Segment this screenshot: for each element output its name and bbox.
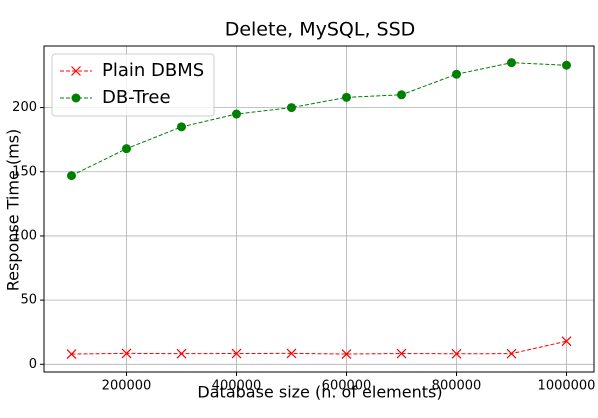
y-tick-label: 100 [12, 228, 37, 243]
marker [71, 66, 81, 76]
marker [506, 348, 517, 359]
plot-frame [43, 45, 595, 373]
legend-label: Plain DBMS [102, 60, 204, 81]
marker [231, 348, 242, 359]
marker [342, 92, 351, 102]
legend-box [51, 53, 215, 117]
marker [341, 349, 352, 359]
y-tick-label: 0 [29, 357, 37, 372]
y-tick-label: 150 [12, 164, 37, 179]
x-tick-label: 400000 [212, 379, 262, 394]
marker [286, 348, 297, 359]
marker [562, 60, 571, 70]
marker [507, 58, 516, 68]
x-tick-label: 1000000 [538, 379, 596, 394]
marker [397, 90, 406, 100]
marker [66, 349, 77, 359]
marker [396, 348, 407, 359]
marker [287, 103, 296, 113]
x-tick-label: 200000 [102, 379, 152, 394]
x-axis-label: Database size (n. of elements) [197, 383, 442, 402]
marker [232, 109, 241, 119]
y-axis-label: Response Time (ms) [4, 129, 23, 292]
marker [122, 144, 131, 154]
y-tick-label: 200 [12, 100, 37, 115]
x-tick-label: 600000 [322, 379, 372, 394]
marker [67, 171, 76, 181]
marker [121, 348, 132, 359]
series-line [71, 62, 567, 177]
marker [176, 348, 187, 359]
marker [451, 348, 462, 359]
marker [177, 122, 186, 132]
marker [452, 69, 461, 79]
series-line [71, 340, 567, 355]
y-tick-label: 50 [20, 293, 37, 308]
legend-label: DB-Tree [102, 87, 171, 108]
marker [561, 336, 572, 347]
marker [71, 93, 81, 103]
x-tick-label: 800000 [432, 379, 482, 394]
chart-title: Delete, MySQL, SSD [225, 19, 416, 41]
